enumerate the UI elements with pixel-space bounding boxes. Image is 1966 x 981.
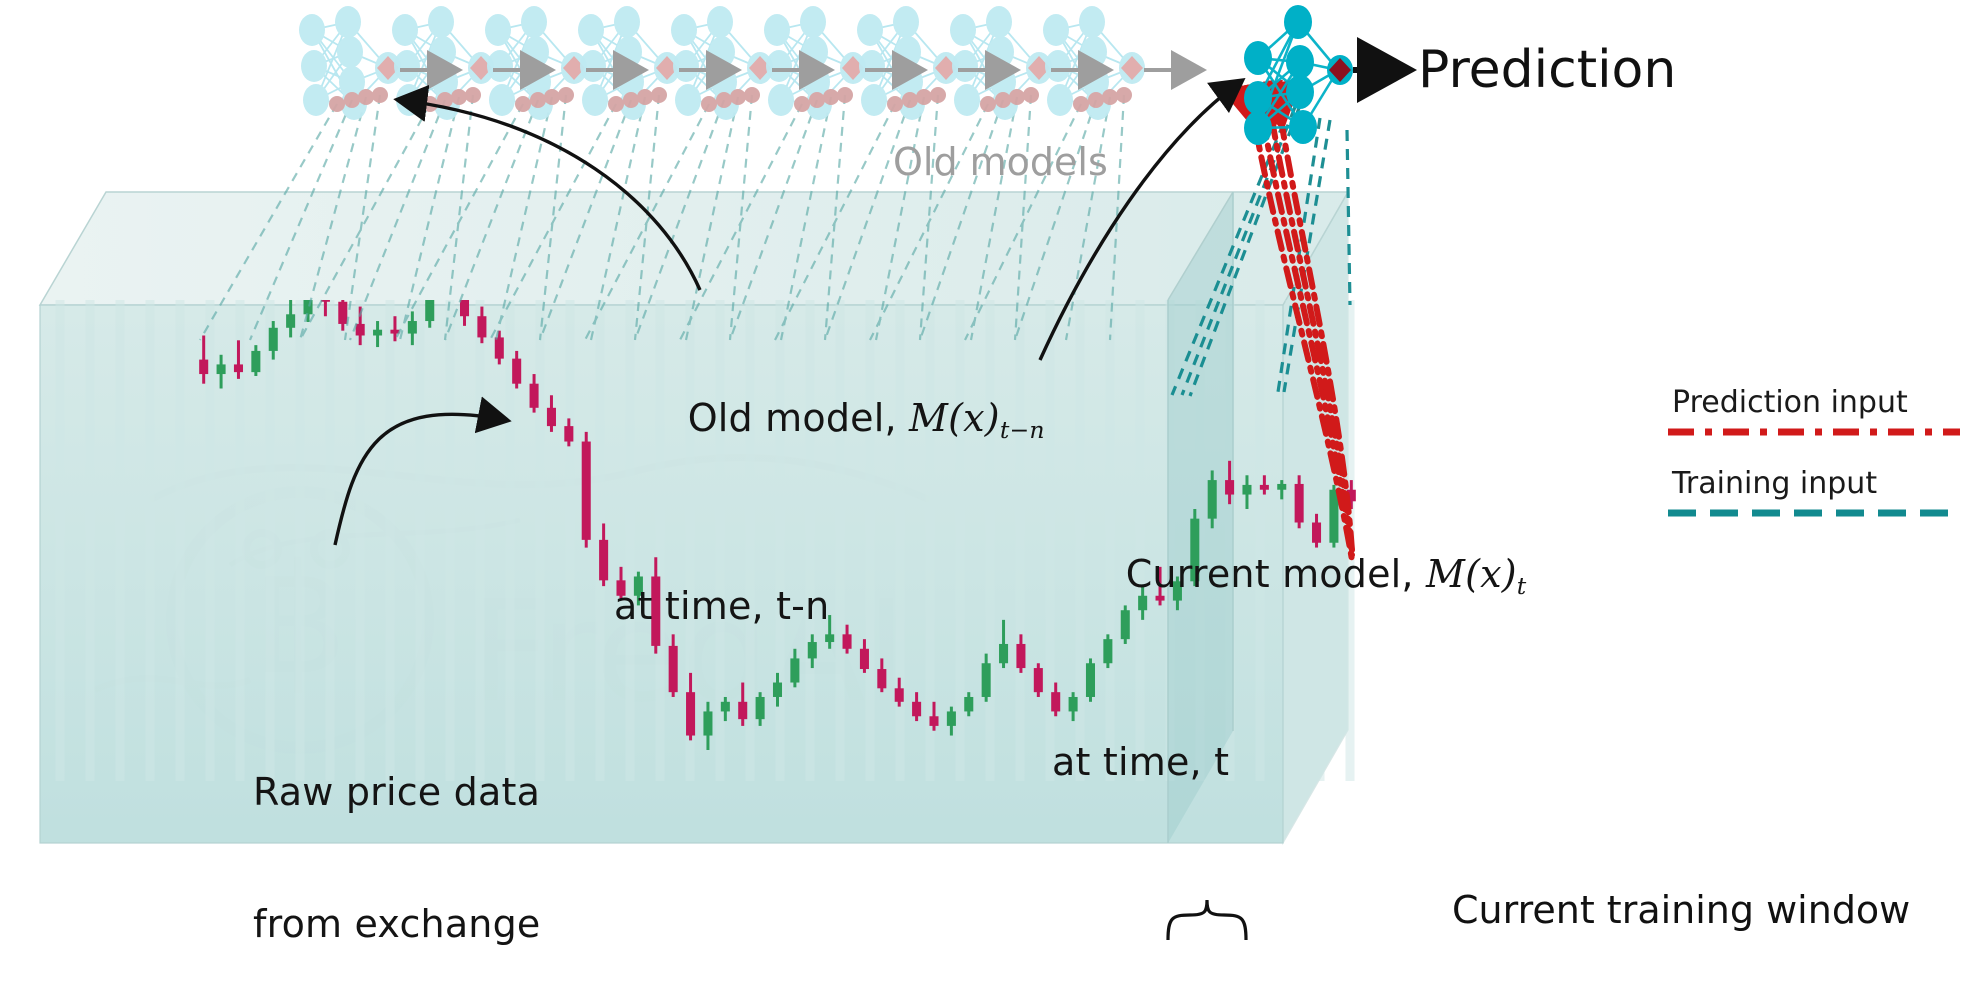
current-model-annotation: Current model, M(x)t at time, t [1052,420,1526,872]
old-model-arrow [393,84,702,291]
current-model-annotation-line2: at time, t [1052,740,1230,785]
current-model-annotation-line1: Current model, M(x)t [1125,552,1527,601]
training-input-lines [199,94,1126,341]
legend-label-prediction-input: Prediction input [1672,385,1908,420]
old-model-annotation-line2: at time, t-n [614,584,830,629]
raw-price-annotation: Raw price data from exchange [253,682,541,981]
prediction-input-lines [1220,79,1355,563]
raw-price-arrow [333,396,512,546]
training-window-brace [1166,899,1248,941]
old-models-label: Old models [893,140,1108,184]
annotation-arrows [333,78,1246,546]
current-model-arrow [1038,78,1246,361]
current-training-window-slab [1167,191,1234,843]
raw-price-annotation-line2: from exchange [253,902,541,946]
box-stripes [55,300,1355,781]
legend-lines [1668,428,1960,517]
current-training-window-label: Current training window [1452,888,1911,932]
old-model-annotation-line1: Old model, M(x)t−n [687,396,1045,445]
prediction-label: Prediction [1418,40,1677,100]
current-model-network [1244,5,1353,145]
old-model-annotation: Old model, M(x)t−n at time, t-n [614,264,1045,716]
candlestick-series [199,300,1356,750]
raw-price-annotation-line1: Raw price data [253,770,541,814]
legend-label-training-input: Training input [1672,466,1878,501]
